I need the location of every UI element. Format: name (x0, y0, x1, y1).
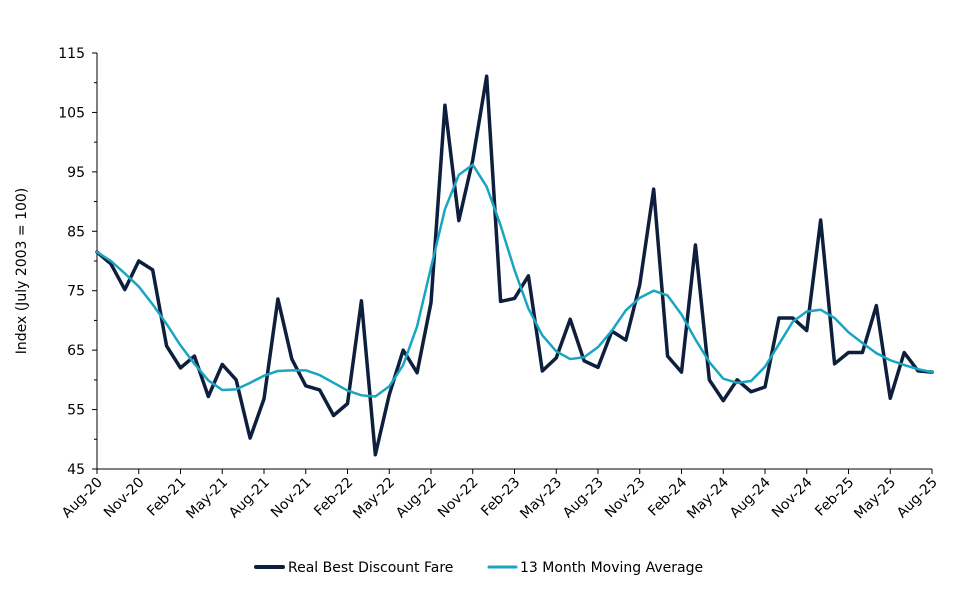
x-tick-label: Feb-23 (478, 475, 523, 520)
x-tick-label: May-25 (851, 475, 899, 523)
x-tick-label: Feb-22 (311, 475, 356, 520)
x-tick-label: Feb-25 (812, 475, 857, 520)
x-tick-label: Nov-22 (435, 475, 482, 522)
x-tick-label: Nov-24 (769, 474, 816, 521)
x-tick-label: May-22 (350, 475, 398, 523)
legend-item-13-month-moving-average: 13 Month Moving Average (487, 560, 703, 576)
x-tick-label: Aug-24 (727, 474, 774, 521)
y-tick-label: 95 (67, 165, 85, 181)
x-axis: Aug-20Nov-20Feb-21May-21Aug-21Nov-21Feb-… (59, 468, 941, 523)
legend-item-real-best-discount-fare: Real Best Discount Fare (254, 560, 453, 576)
series-line-real-best-discount-fare (95, 74, 934, 457)
x-tick-label: Nov-23 (602, 475, 649, 522)
y-tick-label: 45 (67, 462, 85, 478)
y-tick-label: 105 (58, 105, 85, 121)
series-line-13-month-moving-average (95, 163, 934, 398)
x-tick-label: Nov-20 (101, 475, 148, 522)
x-tick-label: May-21 (183, 475, 231, 523)
y-axis: 45 55 65 75 85 95 105 115 (58, 46, 98, 478)
x-tick-label: Aug-23 (560, 475, 607, 522)
x-tick-label: Aug-25 (894, 475, 941, 522)
x-tick-label: Aug-20 (59, 475, 106, 522)
y-tick-label: 75 (67, 284, 85, 300)
y-tick-label: 85 (67, 224, 85, 240)
series-lines (95, 74, 934, 457)
legend: Real Best Discount Fare 13 Month Moving … (254, 560, 703, 576)
x-tick-label: Nov-21 (268, 475, 315, 522)
x-tick-label: Feb-24 (645, 474, 690, 519)
x-tick-label: Feb-21 (144, 475, 189, 520)
x-tick-label: May-24 (684, 474, 732, 522)
x-tick-label: Aug-22 (393, 475, 440, 522)
x-tick-label: Aug-21 (226, 475, 273, 522)
legend-label-real-best-discount-fare: Real Best Discount Fare (288, 560, 453, 576)
x-tick-label: May-23 (517, 475, 565, 523)
legend-label-13-month-moving-average: 13 Month Moving Average (520, 560, 703, 576)
y-axis-title: Index (July 2003 = 100) (14, 188, 30, 355)
y-tick-label: 55 (67, 403, 85, 419)
y-tick-label: 115 (58, 46, 85, 62)
y-tick-label: 65 (67, 343, 85, 359)
